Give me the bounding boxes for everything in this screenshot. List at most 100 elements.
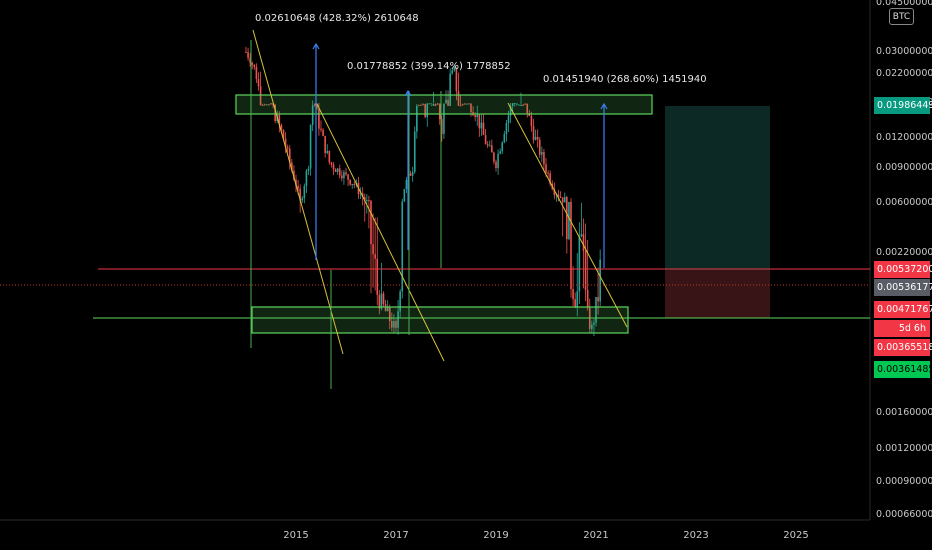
candle-body: [368, 200, 370, 202]
candle-body: [445, 99, 447, 104]
candle-body: [363, 197, 366, 201]
candle-body: [436, 103, 439, 105]
candle-body: [570, 201, 572, 290]
candle-body: [366, 200, 368, 202]
candle-body: [278, 115, 281, 125]
candle-body: [441, 119, 443, 134]
price-axis[interactable]: 0.045000000.030000000.022000000.01600000…: [870, 0, 932, 522]
candle-body: [380, 293, 383, 309]
y-tick-label: 0.00066000: [876, 509, 932, 520]
candle-body: [595, 296, 597, 323]
candle-body: [449, 73, 451, 106]
candle-body: [447, 99, 449, 106]
candle-body: [568, 201, 570, 240]
candle-body: [522, 104, 524, 106]
candle-body: [378, 294, 381, 309]
y-tick-label: 0.04500000: [876, 0, 932, 8]
candle-body: [499, 151, 501, 154]
candle-body: [513, 103, 516, 105]
candle-body: [416, 105, 418, 132]
price-badge: 0.01986449: [874, 97, 932, 114]
target-zone: [665, 106, 770, 270]
candle-body: [511, 103, 514, 106]
candle-body: [422, 103, 424, 105]
candle-body: [270, 103, 272, 105]
candle-body: [457, 91, 460, 106]
candle-body: [303, 186, 306, 199]
candle-series: [245, 46, 601, 337]
candle-body: [468, 103, 470, 105]
candle-body: [386, 307, 389, 312]
candle-body: [353, 183, 356, 185]
candle-body: [347, 174, 349, 180]
candle-body: [326, 150, 329, 154]
candle-body: [251, 63, 254, 65]
candle-body: [455, 67, 458, 92]
candle-body: [259, 86, 262, 106]
candle-body: [351, 183, 354, 185]
candle-body: [249, 57, 251, 64]
candle-body: [576, 291, 579, 308]
candle-body: [261, 104, 264, 106]
price-badge: 0.00537200: [874, 261, 932, 278]
candle-body: [493, 152, 495, 162]
candle-body: [286, 147, 289, 149]
candle-body: [405, 179, 408, 190]
y-tick-label: 0.00160000: [876, 407, 932, 418]
price-badge: 0.00361485: [874, 361, 932, 378]
candle-body: [370, 200, 372, 245]
candle-body: [586, 290, 589, 308]
candle-body: [291, 162, 293, 171]
measure-label: 0.01778852 (399.14%) 1778852: [347, 61, 511, 72]
candle-body: [288, 148, 291, 163]
candle-body: [322, 129, 324, 136]
price-badge: 0.00365518: [874, 339, 932, 356]
candle-body: [470, 103, 472, 113]
candle-body: [443, 103, 445, 134]
candle-body: [313, 103, 316, 106]
candle-body: [505, 122, 508, 135]
candle-body: [461, 104, 464, 106]
candle-body: [349, 179, 351, 185]
candle-body: [580, 234, 583, 237]
candle-body: [478, 114, 481, 129]
candle-body: [495, 161, 497, 169]
candle-body: [488, 145, 491, 147]
candle-body: [566, 197, 568, 240]
x-tick-label: 2023: [683, 530, 709, 541]
candle-body: [336, 168, 339, 172]
candle-body: [345, 172, 347, 175]
candle-body: [293, 170, 295, 180]
candle-body: [430, 103, 433, 105]
candle-body: [534, 136, 537, 140]
candle-body: [307, 168, 310, 171]
candle-body: [311, 105, 314, 126]
candle-body: [509, 105, 512, 116]
y-tick-label: 0.00220000: [876, 247, 932, 258]
currency-label[interactable]: BTC: [889, 8, 914, 25]
candle-body: [245, 52, 247, 53]
candle-body: [253, 64, 256, 68]
candle-body: [563, 197, 566, 203]
candle-body: [338, 168, 341, 176]
candle-body: [341, 175, 343, 179]
candle-body: [438, 103, 441, 120]
candle-body: [545, 164, 547, 173]
candle-body: [541, 152, 543, 155]
candle-body: [332, 164, 335, 170]
candle-body: [432, 103, 435, 106]
candle-body: [424, 103, 426, 118]
candle-body: [282, 129, 285, 139]
stop-zone: [665, 270, 770, 318]
x-tick-label: 2021: [583, 530, 609, 541]
candle-body: [591, 324, 593, 329]
candle-body: [497, 153, 499, 169]
y-tick-label: 0.03000000: [876, 46, 932, 57]
candle-body: [428, 103, 431, 105]
candle-body: [549, 173, 551, 184]
candle-body: [491, 145, 493, 153]
candle-body: [257, 79, 260, 87]
candle-body: [330, 162, 333, 165]
candle-body: [299, 188, 301, 201]
